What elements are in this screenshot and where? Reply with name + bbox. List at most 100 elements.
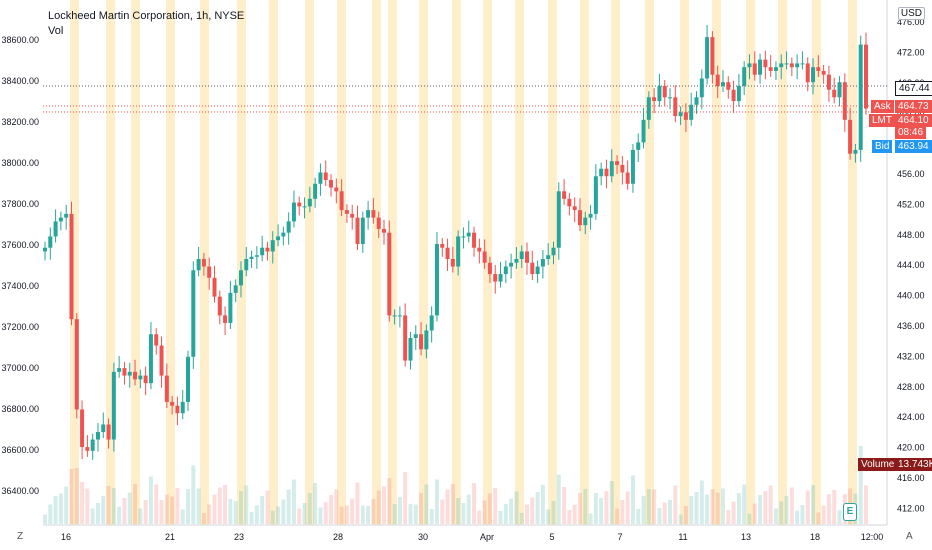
volume-bar [95,503,100,524]
volume-bar [143,500,148,524]
currency-label[interactable]: USD [897,7,925,20]
candle-body [397,315,402,317]
candle-body [276,236,281,241]
candle-body [260,247,265,256]
session-band [848,0,857,525]
candle-body [429,315,434,331]
volume-bar [297,508,302,524]
x-axis-label: 30 [418,532,428,542]
zoom-button[interactable]: Z [17,531,24,542]
candle-body [625,172,630,184]
candle-body [127,371,132,376]
volume-legend[interactable]: Vol [48,25,64,37]
volume-bar [662,502,667,524]
session-band [388,0,397,525]
candle-body [604,168,609,177]
volume-bar [731,501,736,524]
session-band [712,0,721,525]
volume-bar [535,492,540,524]
candle-body [355,217,360,244]
right-axis-tick: 436.00 [897,321,925,331]
candle-body [403,315,408,361]
volume-bar [450,484,455,524]
volume-bar [779,501,784,524]
left-axis-tick: 36600.00 [1,445,39,455]
volume-bar [48,504,53,524]
chart-legend: Lockheed Martin Corporation, 1h, NYSE Vo… [48,9,244,39]
candle-body [699,78,704,98]
candle-body [302,206,307,208]
session-band [106,0,115,525]
x-axis-label: 18 [810,532,820,542]
session-band [166,0,175,525]
session-band [778,0,787,525]
right-axis-tick: 452.00 [897,199,925,209]
ask-label: Ask [871,100,894,113]
right-axis-tick: 440.00 [897,291,925,301]
candle-body [710,37,715,75]
x-axis-label: 7 [617,532,622,542]
volume-bar [620,500,625,524]
x-axis-label: 16 [61,532,71,542]
volume-bar [138,508,143,524]
candle-body [514,259,519,263]
volume-bar [795,510,800,524]
volume-bar [583,489,588,524]
candle-body [535,266,540,275]
left-axis-tick: 37800.00 [1,199,39,209]
candle-body [752,63,757,75]
right-axis-tick: 432.00 [897,351,925,361]
candle-body [519,251,524,259]
left-axis-tick: 36800.00 [1,404,39,414]
volume-bar [726,510,731,524]
volume-bar [154,484,159,524]
auto-scale-button[interactable]: A [906,531,913,542]
earnings-icon[interactable]: E [843,503,857,521]
candle-body [138,375,143,380]
volume-bar [593,493,598,524]
volume-bar [440,499,445,524]
volume-bar [207,504,212,524]
volume-bar [180,509,185,524]
volume-bar [217,487,222,524]
volume-bar [350,498,355,524]
candle-body [238,270,243,286]
volume-bar [344,505,349,524]
candle-body [408,337,413,361]
candle-body [472,232,477,248]
candle-body [503,266,508,275]
volume-bar [694,492,699,524]
candle-body [281,232,286,237]
candle-body [747,63,752,68]
symbol-title[interactable]: Lockheed Martin Corporation, 1h, NYSE [48,10,245,22]
candle-body [117,368,122,372]
volume-bar [302,503,307,524]
candle-body [350,213,355,218]
candle-body [249,256,254,259]
candle-body [291,202,296,222]
candle-body [668,97,673,99]
candle-body [148,334,153,384]
candle-body [223,315,228,323]
candle-body [180,401,185,414]
candle-body [572,206,577,211]
volume-label-tag: Volume [858,458,898,471]
candle-body [424,330,429,350]
candle-body [43,247,47,252]
volume-bar [85,488,90,524]
volume-bar [80,482,85,524]
volume-bar [747,513,752,524]
volume-bar [265,490,270,524]
volume-bar [657,508,662,524]
volume-bar [334,489,339,524]
volume-bar [170,496,175,524]
right-axis-tick: 428.00 [897,382,925,392]
volume-bar [387,478,392,524]
candle-body [74,319,79,410]
candle-body [318,172,323,184]
volume-bar [487,493,492,524]
volume-bar [752,503,757,524]
right-axis-tick: 444.00 [897,260,925,270]
volume-bar [477,510,482,524]
